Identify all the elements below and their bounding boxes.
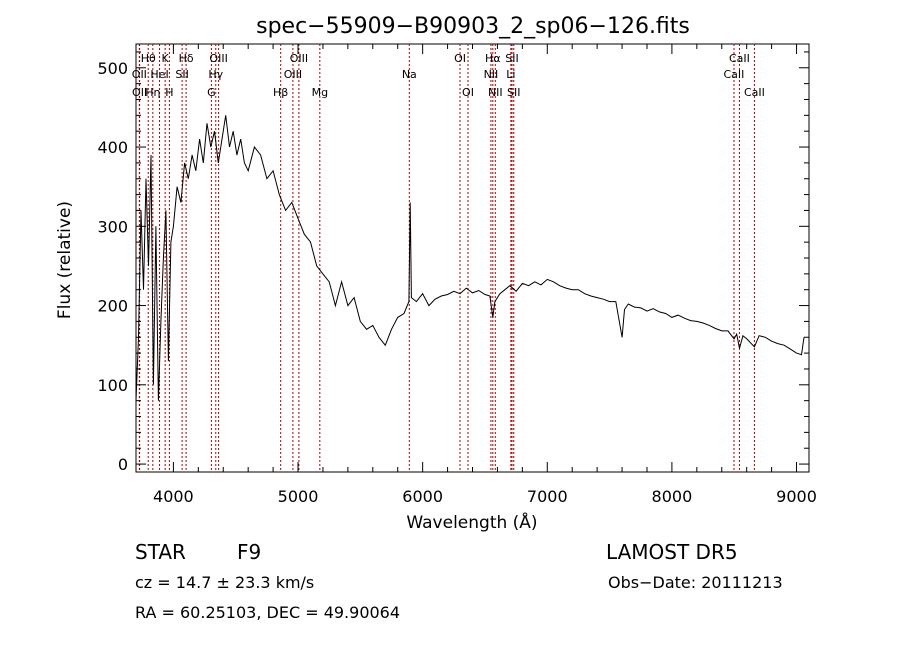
x-tick-label: 9000 [776, 487, 817, 506]
line-labels: Hθ K Hδ OIII OIII OI Hα SII CaII OII HeI SII Hγ OIII N… [132, 52, 765, 99]
redshift-readout: cz = 14.7 ± 23.3 km/s [135, 573, 315, 592]
x-axis: 4000 5000 6000 7000 8000 9000 [153, 44, 817, 506]
line-label: Hγ [208, 68, 223, 81]
observation-date: Obs−Date: 20111213 [608, 573, 783, 592]
line-label: SII [175, 68, 188, 81]
y-tick-label: 300 [97, 217, 128, 236]
coordinates: RA = 60.25103, DEC = 49.90064 [135, 603, 401, 622]
line-label: G [207, 86, 216, 99]
line-label: Hβ [273, 86, 288, 99]
line-label: OIII [284, 68, 302, 81]
line-label: SII [507, 86, 520, 99]
y-tick-label: 0 [118, 455, 128, 474]
line-label: NII [484, 68, 499, 81]
line-label: Mg [312, 86, 328, 99]
line-label: Hα [485, 52, 501, 65]
x-axis-label: Wavelength (Å) [406, 511, 537, 533]
object-class: STAR [135, 540, 186, 564]
y-tick-label: 500 [97, 59, 128, 78]
line-label: H [165, 86, 173, 99]
line-label: Hθ [141, 52, 156, 65]
y-axis: 0 100 200 300 400 500 [97, 51, 809, 474]
line-label: K [162, 52, 170, 65]
line-label: Na [402, 68, 417, 81]
plot-frame [135, 43, 810, 473]
spectral-subclass: F9 [237, 540, 262, 564]
line-label: Hη [145, 86, 160, 99]
y-tick-label: 200 [97, 297, 128, 316]
line-label: OI [462, 86, 474, 99]
x-tick-label: 4000 [153, 487, 194, 506]
line-label: OIII [290, 52, 308, 65]
line-label: OI [454, 52, 466, 65]
line-label: OII [132, 68, 147, 81]
x-tick-label: 6000 [402, 487, 443, 506]
x-tick-label: 5000 [278, 487, 319, 506]
x-tick-label: 8000 [652, 487, 693, 506]
spectrum-line [135, 115, 805, 401]
line-label: CaII [724, 68, 745, 81]
line-label: CaII [744, 86, 765, 99]
line-label: Hδ [179, 52, 194, 65]
line-label: Li [506, 68, 515, 81]
y-axis-label: Flux (relative) [55, 201, 75, 319]
y-tick-label: 100 [97, 376, 128, 395]
line-label: NII [488, 86, 503, 99]
y-tick-label: 400 [97, 138, 128, 157]
x-tick-label: 7000 [527, 487, 568, 506]
line-label: HeI [150, 68, 168, 81]
survey-name: LAMOST DR5 [606, 540, 738, 564]
line-label: OIII [209, 52, 227, 65]
line-markers [138, 44, 755, 472]
line-label: SII [505, 52, 518, 65]
chart-title: spec−55909−B90903_2_sp06−126.fits [256, 14, 690, 39]
line-label: OII [132, 86, 147, 99]
line-label: CaII [729, 52, 750, 65]
